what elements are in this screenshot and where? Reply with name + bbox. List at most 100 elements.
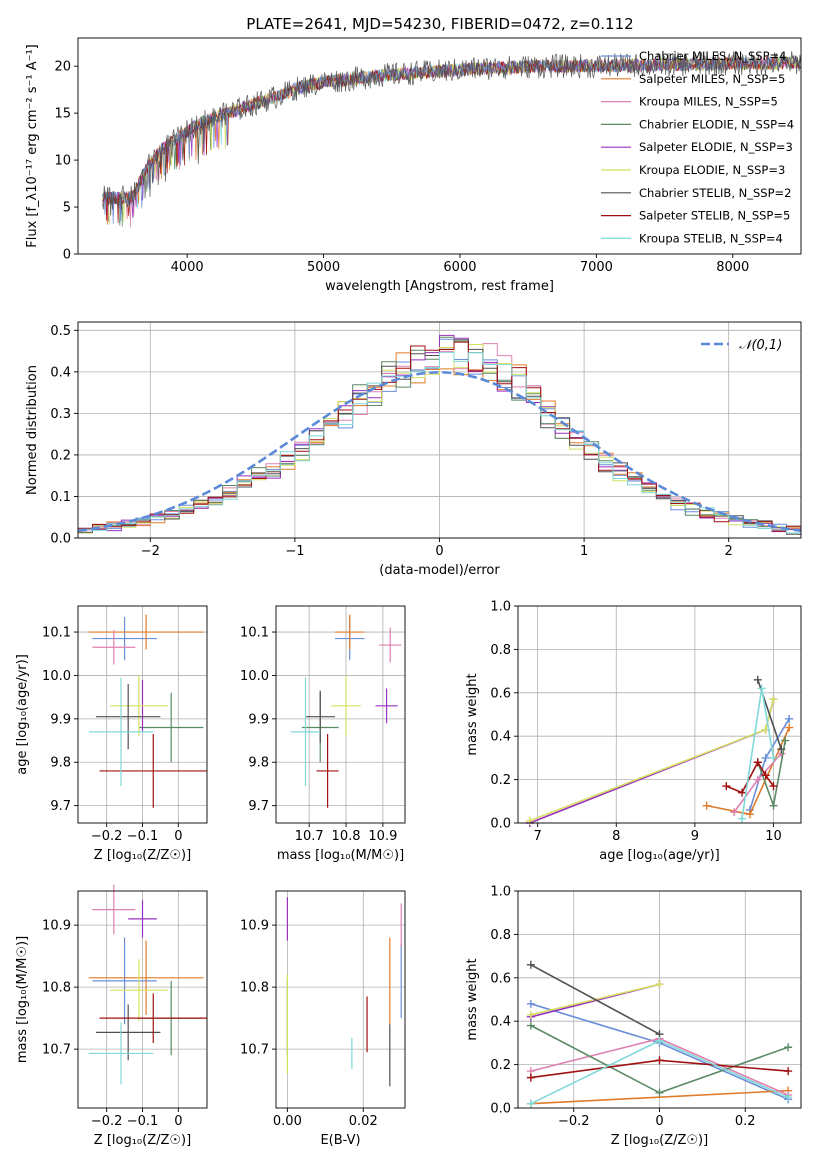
tick-label-x: −0.2 [91,829,123,844]
tick-label-x: 0.00 [273,1114,302,1129]
axis-label-y: mass [log₁₀(M/M☉)] [15,936,30,1063]
data-layer-age-vs-Z [88,614,207,808]
tick-label-y: 15 [54,107,71,122]
legend-residuals: 𝒩(0,1) [701,338,782,353]
tick-label-y: 5 [63,201,71,216]
tick-label-x: 6000 [443,260,476,275]
weight-marker [753,675,762,684]
panel-age-vs-mass: 10.7 10.8 10.9 9.7 9.8 9.9 10.0 10.1 mass [log₁₀… [240,605,406,863]
weight-marker [738,788,747,797]
tick-label-x: 5000 [307,260,340,275]
data-layer-weight-vs-Z [526,960,793,1108]
tick-label-x: −2 [141,544,160,559]
legend-label: Salpeter ELODIE, N_SSP=3 [639,140,793,154]
axis-label-y: age [log₁₀(age/yr)] [15,654,30,775]
tick-label-y: 10.9 [42,919,71,934]
tick-label-y: 10.8 [42,981,71,996]
axes-frame [77,37,802,255]
panel-age-vs-Z: −0.2 −0.1 0 9.7 9.8 9.9 10.0 10.1 Z [log₁₀(Z/Z☉)… [15,605,208,863]
axis-label-x: Z [log₁₀(Z/Z☉)] [611,1133,708,1148]
tick-label-y: 0.4 [50,365,71,380]
tick-label-y: 0.3 [50,407,71,422]
spectrum-line [102,51,802,216]
data-layer-age-vs-mass [290,614,402,808]
weight-marker [526,1021,535,1030]
tick-label-y: 9.9 [50,712,71,727]
tick-label-x: 0.02 [349,1114,378,1129]
tick-label-y: 10.7 [240,1043,269,1058]
axes-frame [275,605,406,824]
tick-label-y: 10.0 [240,669,269,684]
axis-label-x: E(B-V) [320,1133,360,1148]
tick-label-y: 0.0 [50,532,71,547]
weight-marker [781,736,790,745]
axis-label-x: age [log₁₀(age/yr)] [599,848,720,863]
tick-label-x: −0.1 [127,829,159,844]
panel-mass-vs-EBV: 0.00 0.02 10.7 10.8 10.9 E(B-V) [240,890,406,1148]
tick-label-x: 10.7 [295,829,324,844]
tick-label-y: 0.0 [490,817,511,832]
tick-label-y: 0.6 [490,686,511,701]
weight-marker [784,1093,793,1102]
tick-label-x: 0 [435,544,443,559]
weight-marker [784,1067,793,1076]
tick-label-y: 10.9 [240,919,269,934]
tick-label-x: −1 [285,544,304,559]
weight-marker [526,960,535,969]
legend-label: Kroupa STELIB, N_SSP=4 [639,231,783,245]
weight-marker [753,775,762,784]
legend-label: Chabrier ELODIE, N_SSP=4 [639,117,794,131]
weight-marker [769,801,778,810]
legend-label: Chabrier STELIB, N_SSP=2 [639,186,791,200]
tick-label-y: 1.0 [490,600,511,615]
weight-marker [753,758,762,767]
tick-label-y: 20 [54,60,71,75]
histogram-step [78,341,801,532]
weight-marker [526,1073,535,1082]
axis-label-y: mass weight [465,673,480,755]
tick-label-y: 10.7 [42,1043,71,1058]
axis-label-y: Normed distribution [25,365,40,495]
tick-label-y: 9.9 [248,712,269,727]
data-layer-mass-vs-EBV [286,897,402,1087]
panel-residuals: −2 −1 0 1 2 0.0 0.1 0.2 0.3 0.4 0.5 (data-model)/er… [25,321,802,578]
weight-marker [769,782,778,791]
weight-marker [745,810,754,819]
weight-marker [526,999,535,1008]
tick-label-y: 0.2 [490,773,511,788]
tick-label-y: 0.2 [490,1058,511,1073]
tick-label-y: 0.6 [490,971,511,986]
legend-label: 𝒩(0,1) [739,338,782,353]
weight-series [530,1089,789,1105]
tick-label-x: 10.8 [332,829,361,844]
panel-weight-vs-Z: −0.2 0 0.2 0.0 0.2 0.4 0.6 0.8 1.0 Z [log₁₀(Z/Z☉)… [465,885,802,1148]
legend-spectrum: Chabrier MILES, N_SSP=4 Salpeter MILES, N… [601,49,794,245]
weight-marker [526,1010,535,1019]
legend-label: Chabrier MILES, N_SSP=4 [639,49,786,63]
weight-marker [655,1056,664,1065]
tick-label-x: 10 [765,829,782,844]
data-layer-weight-vs-age [525,675,794,827]
tick-label-y: 0.0 [490,1102,511,1117]
tick-label-x: 7 [534,829,542,844]
tick-label-x: 0 [174,1114,182,1129]
weight-marker [777,745,786,754]
weight-marker [655,1036,664,1045]
axis-label-x: Z [log₁₀(Z/Z☉)] [94,848,191,863]
weight-marker [761,771,770,780]
panel-weight-vs-age: 7 8 9 10 0.0 0.2 0.4 0.6 0.8 1.0 age [log₁₀(age/yr… [465,600,802,863]
weight-marker [525,816,534,825]
tick-label-y: 9.8 [50,756,71,771]
legend-label: Kroupa ELODIE, N_SSP=3 [639,163,785,177]
weight-marker [757,684,766,693]
tick-label-y: 0.8 [490,928,511,943]
weight-marker [769,753,778,762]
tick-label-y: 0.5 [50,324,71,339]
tick-label-x: 7000 [580,260,613,275]
tick-label-y: 0.2 [50,448,71,463]
tick-label-y: 10.1 [42,626,71,641]
axes-frame [275,890,406,1109]
weight-marker [784,1043,793,1052]
axis-label-y: Flux [f_λ10⁻¹⁷ erg cm⁻² s⁻¹ A⁻¹] [25,44,40,248]
